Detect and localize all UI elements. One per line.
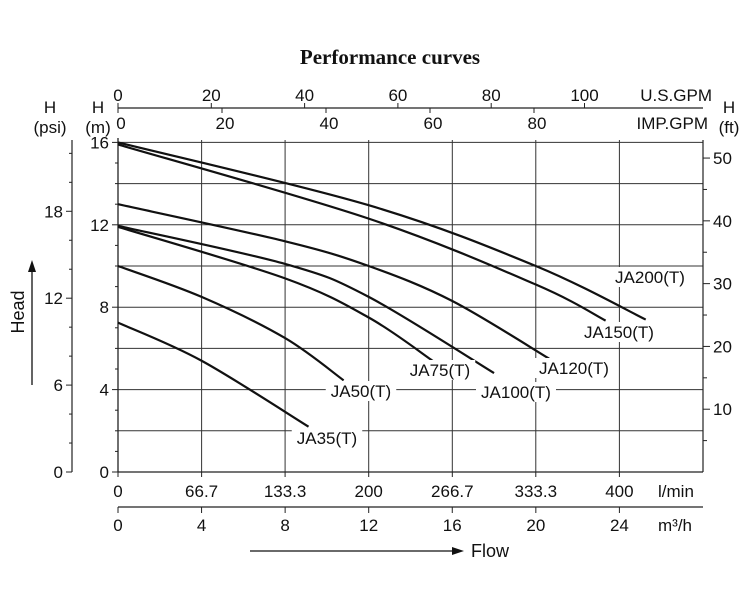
chart-title: Performance curves bbox=[300, 45, 480, 69]
m-tick-label: 12 bbox=[90, 216, 109, 235]
m3h-tick-label: 24 bbox=[610, 516, 629, 535]
curve-label-bg bbox=[325, 381, 397, 401]
curve-label-bg bbox=[404, 360, 476, 380]
curve-label-bg bbox=[476, 382, 556, 402]
usgpm-axis-label: U.S.GPM bbox=[640, 86, 712, 105]
impgpm-axis-label: IMP.GPM bbox=[637, 114, 708, 133]
m-tick-label: 8 bbox=[100, 298, 109, 317]
ft-tick-label: 20 bbox=[713, 337, 732, 356]
curve-label: JA75(T) bbox=[410, 361, 470, 380]
x-tick-label: 400 bbox=[605, 482, 633, 501]
usgpm-tick-label: 80 bbox=[482, 86, 501, 105]
curve-label-bg bbox=[291, 428, 363, 448]
impgpm-tick-label: 60 bbox=[424, 114, 443, 133]
m3h-tick-label: 4 bbox=[197, 516, 206, 535]
usgpm-tick-label: 20 bbox=[202, 86, 221, 105]
m-tick-label: 4 bbox=[100, 381, 109, 400]
curve-label: JA100(T) bbox=[481, 383, 551, 402]
curve-label-bg bbox=[534, 358, 614, 378]
curves bbox=[117, 141, 647, 428]
m-tick-label: 16 bbox=[90, 133, 109, 152]
curve-label: JA35(T) bbox=[297, 429, 357, 448]
ft-axis-unit: (ft) bbox=[719, 118, 740, 137]
impgpm-tick-label: 0 bbox=[116, 114, 125, 133]
m3h-tick-label: 16 bbox=[443, 516, 462, 535]
ft-tick-label: 10 bbox=[713, 400, 732, 419]
psi-tick-label: 0 bbox=[54, 463, 63, 482]
flow-arrow-icon bbox=[452, 547, 464, 555]
m3h-axis-label: m³/h bbox=[658, 516, 692, 535]
x-tick-label: 66.7 bbox=[185, 482, 218, 501]
curve-label-bg bbox=[610, 267, 690, 287]
curve-label: JA50(T) bbox=[331, 382, 391, 401]
m3h-tick-label: 20 bbox=[526, 516, 545, 535]
psi-tick-label: 18 bbox=[44, 202, 63, 221]
usgpm-tick-label: 60 bbox=[388, 86, 407, 105]
m3h-tick-label: 0 bbox=[113, 516, 122, 535]
psi-tick-label: 12 bbox=[44, 289, 63, 308]
psi-axis-h: H bbox=[44, 98, 56, 117]
ft-tick-label: 50 bbox=[713, 149, 732, 168]
curve-ja35t bbox=[117, 321, 310, 428]
x-tick-label: 0 bbox=[113, 482, 122, 501]
curve-label: JA150(T) bbox=[584, 323, 654, 342]
x-tick-label: 200 bbox=[355, 482, 383, 501]
impgpm-tick-label: 80 bbox=[528, 114, 547, 133]
m3h-tick-label: 8 bbox=[280, 516, 289, 535]
curve-ja100t bbox=[117, 224, 495, 375]
curve-ja120t bbox=[117, 203, 550, 360]
grid bbox=[118, 140, 703, 472]
curve-ja200t bbox=[117, 141, 647, 321]
usgpm-tick-label: 100 bbox=[570, 86, 598, 105]
m-tick-label: 0 bbox=[100, 463, 109, 482]
psi-axis-unit: (psi) bbox=[33, 118, 66, 137]
m3h-tick-label: 12 bbox=[359, 516, 378, 535]
x-tick-label: 333.3 bbox=[515, 482, 558, 501]
curve-label: JA200(T) bbox=[615, 268, 685, 287]
m-axis-h: H bbox=[92, 98, 104, 117]
curve-ja150t bbox=[117, 143, 607, 322]
impgpm-tick-label: 20 bbox=[216, 114, 235, 133]
curve-labels: JA200(T) JA150(T) JA120(T) JA100(T) JA75(T) J… bbox=[291, 267, 690, 448]
x-axis-unit: l/min bbox=[658, 482, 694, 501]
usgpm-tick-label: 0 bbox=[113, 86, 122, 105]
psi-tick-label: 6 bbox=[54, 376, 63, 395]
ft-tick-label: 40 bbox=[713, 212, 732, 231]
y-axis-title: Head bbox=[8, 290, 28, 333]
curve-ja50t bbox=[117, 264, 345, 382]
x-tick-label: 133.3 bbox=[264, 482, 307, 501]
x-tick-label: 266.7 bbox=[431, 482, 474, 501]
curve-label-bg bbox=[579, 322, 659, 342]
curve-label: JA120(T) bbox=[539, 359, 609, 378]
ft-axis-h: H bbox=[723, 98, 735, 117]
usgpm-tick-label: 40 bbox=[295, 86, 314, 105]
x-axis-title: Flow bbox=[471, 541, 510, 561]
m-axis-unit: (m) bbox=[85, 118, 110, 137]
head-arrow-icon bbox=[28, 260, 36, 272]
impgpm-tick-label: 40 bbox=[320, 114, 339, 133]
ft-tick-label: 30 bbox=[713, 275, 732, 294]
curve-ja75t bbox=[117, 225, 434, 362]
